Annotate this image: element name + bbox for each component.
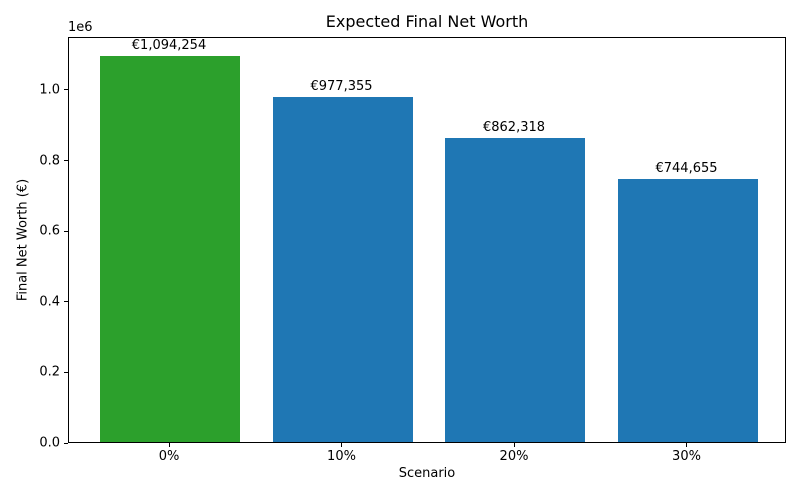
y-tick-label: 1.0 [39,82,60,98]
bar-value-label: €1,094,254 [131,37,207,53]
x-tick-mark [686,443,687,447]
x-tick-mark [168,443,170,447]
bar-value-label: €977,355 [310,78,373,94]
y-tick-label: 0.8 [39,153,60,169]
y-tick-mark [64,230,68,232]
x-tick-label: 10% [327,449,356,464]
plot-area [68,37,786,443]
x-tick-mark [513,443,515,447]
bar-value-label: €744,655 [655,161,718,177]
y-axis-offset-text: 1e6 [68,20,93,35]
y-tick-label: 0.4 [39,294,60,310]
y-tick-mark [64,160,68,162]
x-tick-label: 0% [158,449,180,464]
y-tick-label: 0.6 [39,223,60,239]
x-tick-mark [341,443,342,447]
bar-30% [617,179,758,442]
x-tick-label: 20% [499,449,529,464]
bar-20% [445,137,585,442]
y-tick-mark [64,442,68,444]
x-tick-label: 30% [672,449,701,464]
y-tick-mark [64,371,68,373]
y-tick-mark [64,89,68,91]
bar-10% [272,96,413,442]
y-tick-mark [64,301,68,303]
bar-0% [100,55,240,442]
y-tick-label: 0.0 [39,435,60,451]
bar-value-label: €862,318 [482,119,546,135]
chart-title: Expected Final Net Worth [325,12,529,31]
y-tick-label: 0.2 [39,364,60,380]
x-axis-label: Scenario [398,466,456,481]
y-axis-label: Final Net Worth (€) [15,178,31,302]
